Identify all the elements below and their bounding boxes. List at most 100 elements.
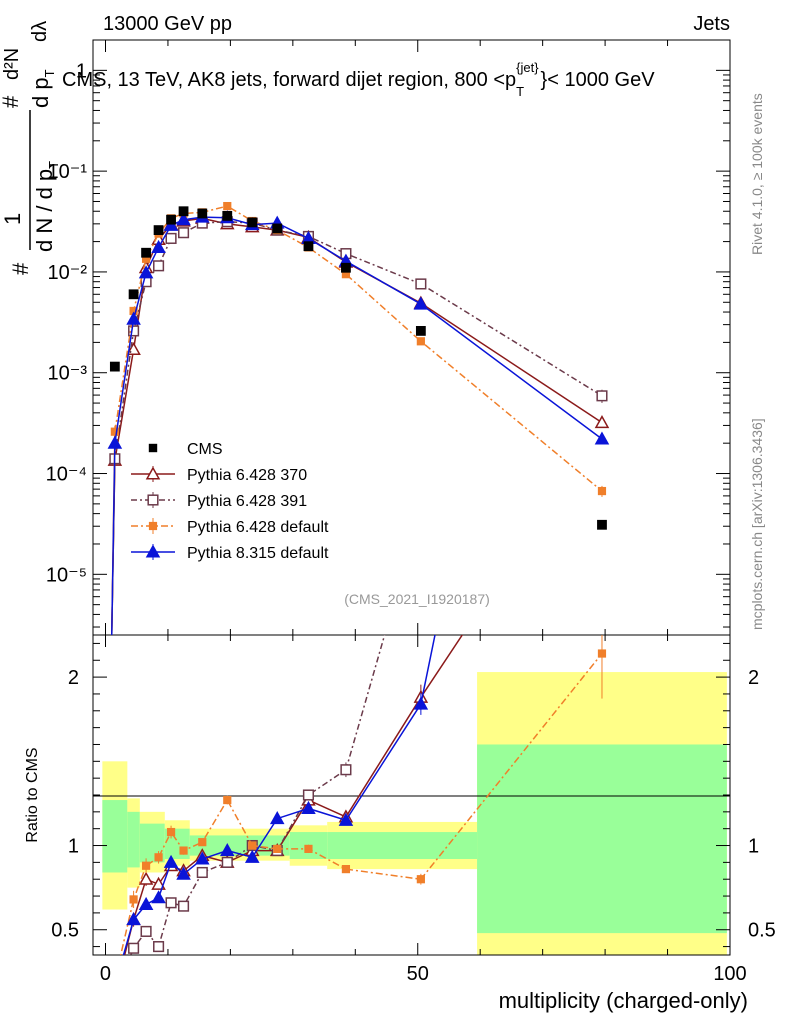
legend-marker-p8def xyxy=(145,544,161,558)
band-inner-7 xyxy=(477,744,727,934)
ratio-point-p8def xyxy=(301,800,316,815)
x-tick-label: 0 xyxy=(100,963,111,985)
legend-marker-p370 xyxy=(145,466,161,480)
legend-label-p6def: Pythia 6.428 default xyxy=(187,519,329,536)
point-p8def xyxy=(163,217,179,231)
main-series xyxy=(107,201,610,635)
point-p391 xyxy=(128,325,140,337)
ratio-point-p391 xyxy=(110,989,120,999)
band-inner-1 xyxy=(127,811,140,868)
x-tick-label: 100 xyxy=(713,963,746,985)
ratio-point-p8def xyxy=(151,890,166,904)
svg-text:d N / d pT: d N / d pT xyxy=(32,161,61,252)
ratio-point-p391 xyxy=(196,866,208,879)
main-ylabel: # 1 d N / d pT # d²N d pT dλ xyxy=(0,21,61,275)
y-tick-label-ratio: 2 xyxy=(68,667,79,689)
ratio-point-p6def xyxy=(597,649,607,658)
ratio-point-p8def xyxy=(163,854,179,868)
point-cms xyxy=(341,262,351,273)
analysis-tag: (CMS_2021_I1920187) xyxy=(344,591,490,607)
band-inner-0 xyxy=(102,800,128,873)
point-cms xyxy=(178,206,189,217)
svg-text:dλ: dλ xyxy=(29,21,51,42)
svg-text:#: # xyxy=(0,95,23,108)
point-cms xyxy=(197,208,208,219)
legend-marker-p391 xyxy=(147,494,159,506)
legend-marker-p6def xyxy=(148,521,158,531)
y-tick-label-ratio: 1 xyxy=(68,836,79,858)
point-p8def xyxy=(151,239,166,253)
mcplots-label: mcplots.cern.ch [arXiv:1306.3436] xyxy=(749,418,765,630)
ratio-point-p370 xyxy=(109,988,121,999)
point-p391 xyxy=(153,260,165,272)
ratio-point-p391 xyxy=(416,504,426,514)
point-p8def xyxy=(126,311,141,325)
legend-label-cms: CMS xyxy=(187,441,223,458)
axis-ticks: 0 50 100 10⁻⁵ 10⁻⁴ 10⁻³ 10⁻² 10⁻¹ 1 0.5 0.5 1 1 2 2 xyxy=(46,39,776,985)
ratio-ylabel: Ratio to CMS xyxy=(24,747,41,842)
point-cms xyxy=(109,361,120,372)
point-p391 xyxy=(596,390,608,402)
category-label: Jets xyxy=(693,13,730,35)
point-p391 xyxy=(165,232,177,244)
svg-text:d pT: d pT xyxy=(28,69,57,108)
point-p6def xyxy=(597,486,607,496)
x-tick-label: 50 xyxy=(407,963,429,985)
x-axis-label: multiplicity (charged-only) xyxy=(499,988,748,1013)
y-tick-label-main: 10⁻¹ xyxy=(48,161,88,183)
ratio-point-p391 xyxy=(128,942,140,954)
ratio-point-p8def xyxy=(244,849,260,863)
point-cms xyxy=(128,289,139,300)
ratio-point-p6def xyxy=(179,846,188,855)
point-p6def xyxy=(110,427,119,436)
ratio-point-p8def xyxy=(269,811,285,825)
ratio-point-p8def xyxy=(338,812,354,826)
ratio-point-p6def xyxy=(416,875,425,884)
y-tick-label-main: 10⁻² xyxy=(48,262,88,284)
ratio-point-p6def xyxy=(223,795,232,805)
ratio-point-p391 xyxy=(165,897,177,909)
y-tick-label-ratio-right: 1 xyxy=(748,836,759,858)
ratio-point-p6def xyxy=(129,895,138,904)
legend-marker-cms xyxy=(148,443,158,453)
legend-label-p370: Pythia 6.428 370 xyxy=(187,467,307,484)
series-drop-p8def xyxy=(110,443,116,635)
point-p8def xyxy=(107,435,123,449)
plot-title: CMS, 13 TeV, AK8 jets, forward dijet reg… xyxy=(62,60,655,99)
legend-label-p391: Pythia 6.428 391 xyxy=(187,493,307,510)
ratio-point-p391 xyxy=(221,856,233,868)
ratio-point-p8def xyxy=(195,851,210,865)
series-line-p391 xyxy=(114,220,603,459)
series-line-p370 xyxy=(114,217,603,461)
ratio-point-p391 xyxy=(302,789,315,801)
point-p391 xyxy=(178,227,190,239)
point-cms xyxy=(166,214,176,225)
ratio-point-p8def xyxy=(219,843,235,857)
rivet-label: Rivet 4.1.0, ≥ 100k events xyxy=(749,93,765,255)
ratio-point-p8def xyxy=(126,912,141,926)
y-tick-label-ratio: 0.5 xyxy=(51,920,79,942)
point-p370 xyxy=(594,415,610,429)
ratio-point-p391 xyxy=(178,900,190,912)
y-tick-label-main: 10⁻⁴ xyxy=(46,464,87,486)
point-p8def xyxy=(176,212,191,226)
point-cms xyxy=(222,210,233,221)
svg-text:d²N: d²N xyxy=(1,48,23,80)
ratio-point-p6def xyxy=(273,844,282,853)
point-p6def xyxy=(223,201,232,211)
ratio-point-p8def xyxy=(176,866,191,880)
y-tick-label-main: 10⁻⁵ xyxy=(46,564,87,586)
svg-text:#: # xyxy=(8,262,33,275)
ratio-series xyxy=(109,504,607,999)
point-cms xyxy=(141,247,151,258)
point-cms xyxy=(597,519,607,530)
ratio-point-p8def xyxy=(138,896,154,911)
point-p8def xyxy=(594,431,610,445)
point-cms xyxy=(247,217,258,228)
y-tick-label-ratio-right: 2 xyxy=(748,667,759,689)
point-cms xyxy=(153,225,164,236)
y-tick-label-ratio-right: 0.5 xyxy=(748,920,776,942)
svg-text:1: 1 xyxy=(0,213,25,225)
y-tick-label-main: 1 xyxy=(76,60,87,82)
